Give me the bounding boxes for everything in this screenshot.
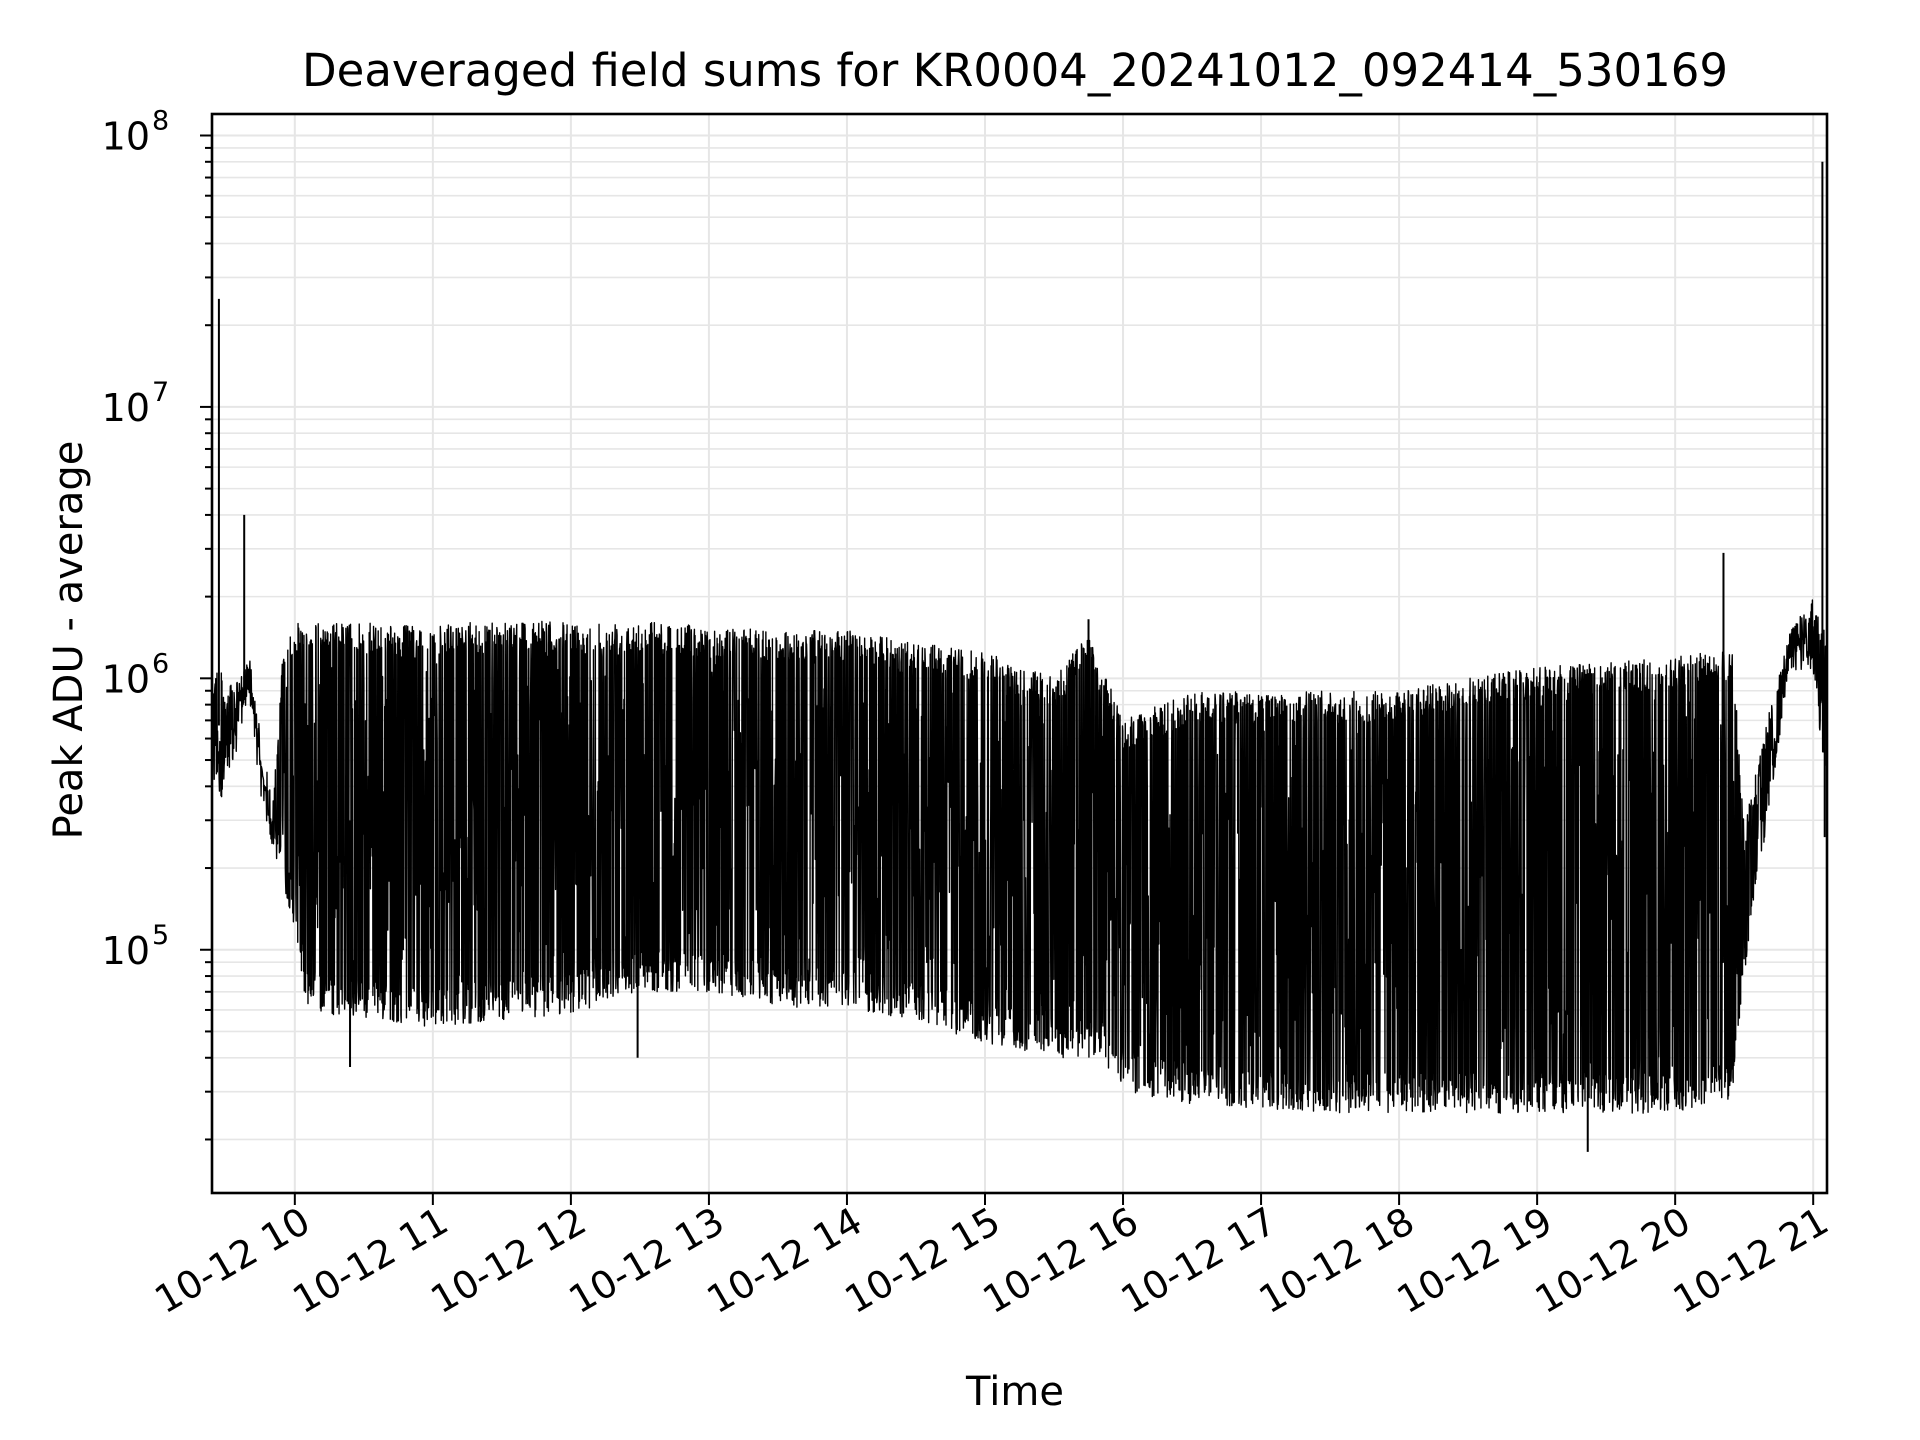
x-tick-label: 10-12 18 xyxy=(1252,1199,1422,1323)
plot-area xyxy=(212,161,1827,1152)
chart-title: Deaveraged field sums for KR0004_2024101… xyxy=(302,44,1728,97)
x-tick-label: 10-12 10 xyxy=(147,1199,317,1323)
y-tick-label: 10 xyxy=(102,114,150,158)
y-tick-exponent: 5 xyxy=(152,920,169,951)
x-tick-label: 10-12 15 xyxy=(838,1199,1008,1323)
y-tick-label: 10 xyxy=(102,657,150,701)
y-tick-exponent: 7 xyxy=(152,377,169,408)
series-line xyxy=(212,599,1827,1114)
y-tick-exponent: 6 xyxy=(152,648,169,679)
x-tick-label: 10-12 12 xyxy=(423,1199,593,1323)
x-tick-label: 10-12 21 xyxy=(1666,1199,1836,1323)
y-tick-label: 10 xyxy=(102,929,150,973)
x-tick-label: 10-12 14 xyxy=(699,1199,869,1323)
x-tick-label: 10-12 17 xyxy=(1114,1199,1284,1323)
y-tick-exponent: 8 xyxy=(152,105,169,136)
x-tick-label: 10-12 16 xyxy=(976,1199,1146,1323)
x-tick-label: 10-12 19 xyxy=(1390,1199,1560,1323)
y-axis-label: Peak ADU - average xyxy=(46,441,92,840)
x-tick-label: 10-12 11 xyxy=(285,1199,455,1323)
x-tick-label: 10-12 13 xyxy=(561,1199,731,1323)
x-tick-label: 10-12 20 xyxy=(1528,1199,1698,1323)
plot-frame xyxy=(210,112,1829,1195)
x-axis-label: Time xyxy=(965,1369,1064,1415)
y-tick-label: 10 xyxy=(102,386,150,430)
